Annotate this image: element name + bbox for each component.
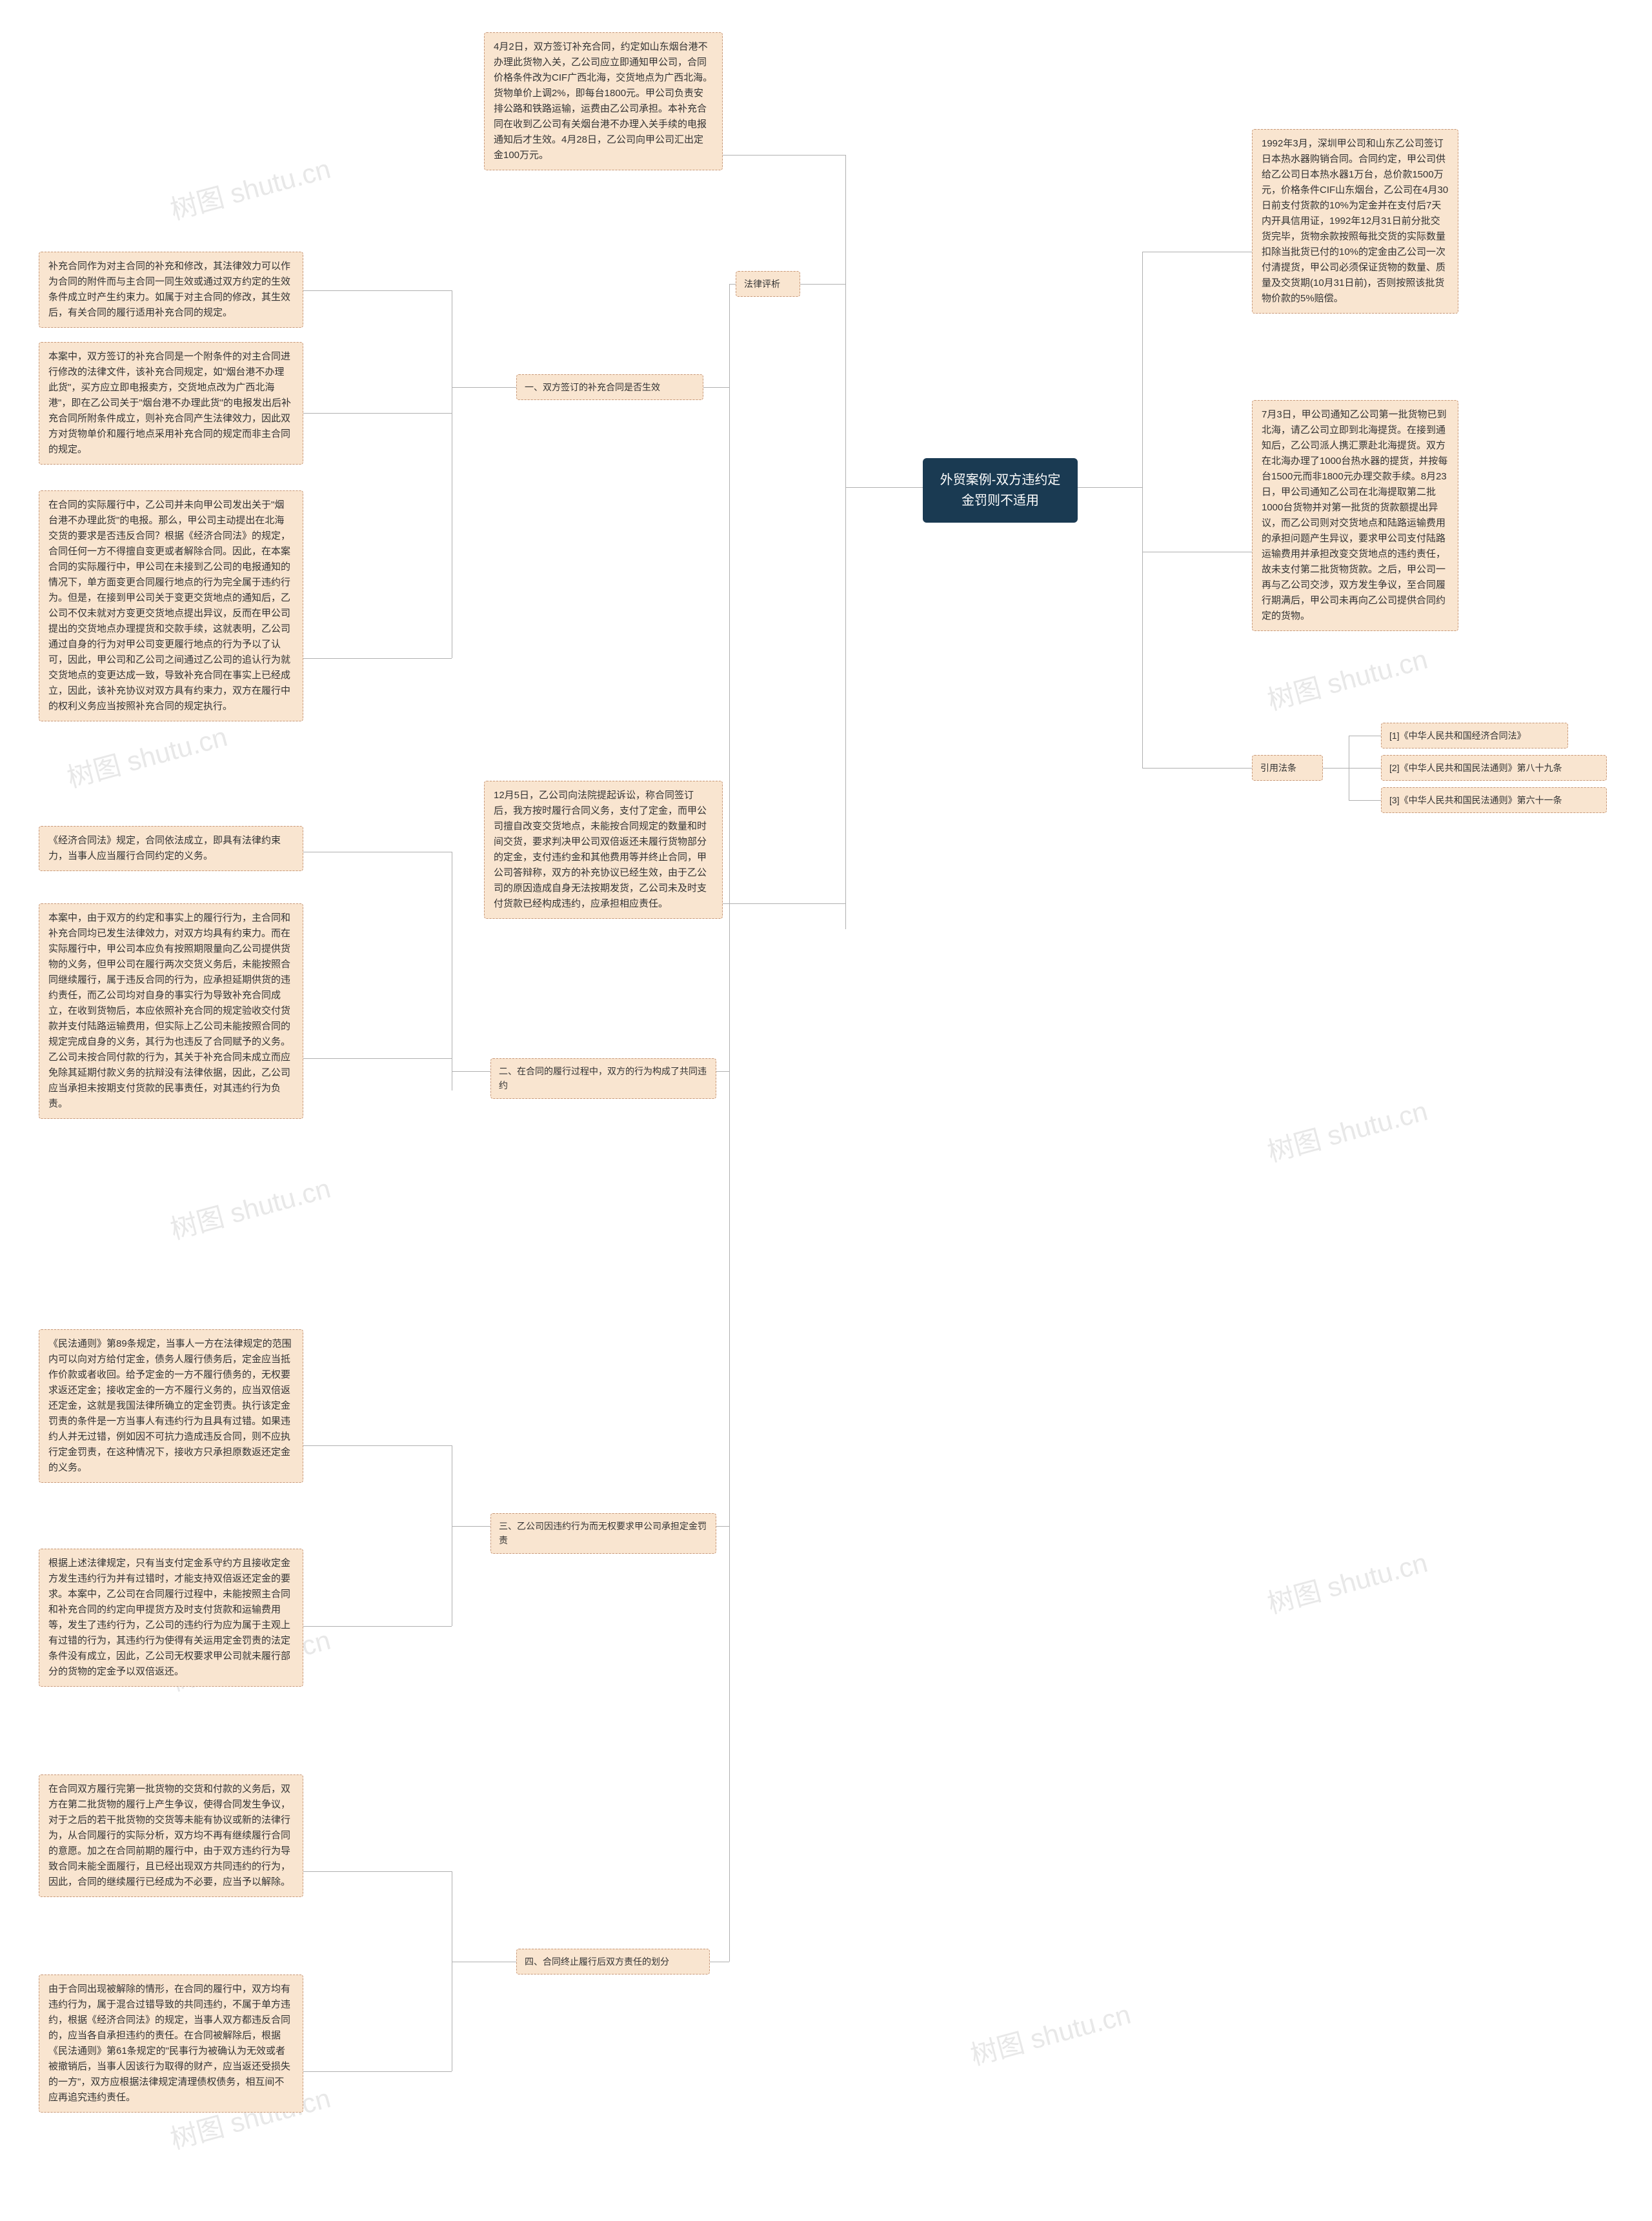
connector bbox=[303, 290, 452, 291]
watermark: 树图 shutu.cn bbox=[165, 1167, 334, 1247]
connector bbox=[716, 1071, 729, 1072]
left-n4: 《经济合同法》规定，合同依法成立，即具有法律约束力，当事人应当履行合同约定的义务… bbox=[39, 826, 303, 871]
connector bbox=[303, 1871, 452, 1872]
left-n9: 由于合同出现被解除的情形，在合同的履行中，双方均有违约行为，属于混合过错导致的共… bbox=[39, 1975, 303, 2113]
connector bbox=[716, 1526, 729, 1527]
left-n8: 在合同双方履行完第一批货物的交货和付款的义务后，双方在第二批货物的履行上产生争议… bbox=[39, 1774, 303, 1897]
connector bbox=[845, 487, 923, 488]
mid-dec-5: 12月5日，乙公司向法院提起诉讼，称合同签订后，我方按时履行合同义务，支付了定金… bbox=[484, 781, 723, 919]
connector bbox=[452, 1526, 490, 1527]
connector bbox=[303, 413, 452, 414]
connector bbox=[303, 658, 452, 659]
connector bbox=[723, 903, 845, 904]
connector bbox=[800, 284, 845, 285]
connector bbox=[1323, 768, 1349, 769]
section-1-label: 一、双方签订的补充合同是否生效 bbox=[516, 374, 703, 400]
left-n2: 本案中，双方签订的补充合同是一个附条件的对主合同进行修改的法律文件，该补充合同规… bbox=[39, 342, 303, 465]
watermark: 树图 shutu.cn bbox=[165, 147, 334, 228]
left-n5: 本案中，由于双方的约定和事实上的履行行为，主合同和补充合同均已发生法律效力，对双… bbox=[39, 903, 303, 1119]
connector bbox=[1349, 768, 1381, 769]
connector bbox=[452, 387, 516, 388]
connector bbox=[723, 155, 845, 156]
citation-3: [3]《中华人民共和国民法通则》第六十一条 bbox=[1381, 787, 1607, 813]
left-n1: 补充合同作为对主合同的补充和修改，其法律效力可以作为合同的附件而与主合同一同生效… bbox=[39, 252, 303, 328]
watermark: 树图 shutu.cn bbox=[62, 715, 231, 796]
left-n3: 在合同的实际履行中，乙公司并未向甲公司发出关于"烟台港不办理此货"的电报。那么，… bbox=[39, 490, 303, 721]
connector bbox=[729, 284, 736, 285]
connector bbox=[1142, 252, 1143, 768]
citations-label: 引用法条 bbox=[1252, 755, 1323, 781]
connector bbox=[729, 284, 730, 1962]
connector bbox=[452, 1071, 490, 1072]
connector bbox=[303, 2071, 452, 2072]
connector bbox=[303, 1058, 452, 1059]
connector bbox=[845, 155, 846, 929]
watermark: 树图 shutu.cn bbox=[1262, 1089, 1431, 1170]
mid-april-2: 4月2日，双方签订补充合同，约定如山东烟台港不办理此货物入关，乙公司应立即通知甲… bbox=[484, 32, 723, 170]
section-3-label: 三、乙公司因违约行为而无权要求甲公司承担定金罚责 bbox=[490, 1513, 716, 1554]
legal-analysis-label: 法律评析 bbox=[736, 271, 800, 297]
connector bbox=[303, 1445, 452, 1446]
watermark: 树图 shutu.cn bbox=[1262, 1541, 1431, 1622]
connector bbox=[703, 387, 729, 388]
connector bbox=[1142, 768, 1252, 769]
section-2-label: 二、在合同的履行过程中，双方的行为构成了共同违约 bbox=[490, 1058, 716, 1099]
watermark: 树图 shutu.cn bbox=[1262, 638, 1431, 718]
right-intro-1992: 1992年3月，深圳甲公司和山东乙公司签订日本热水器购销合同。合同约定，甲公司供… bbox=[1252, 129, 1458, 314]
left-n6: 《民法通则》第89条规定，当事人一方在法律规定的范围内可以向对方给付定金，债务人… bbox=[39, 1329, 303, 1483]
left-n7: 根据上述法律规定，只有当支付定金系守约方且接收定金方发生违约行为并有过错时，才能… bbox=[39, 1549, 303, 1687]
connector bbox=[303, 1626, 452, 1627]
center-node: 外贸案例-双方违约定金罚则不适用 bbox=[923, 458, 1078, 523]
watermark: 树图 shutu.cn bbox=[965, 1993, 1134, 2073]
connector bbox=[1078, 487, 1142, 488]
citation-2: [2]《中华人民共和国民法通则》第八十九条 bbox=[1381, 755, 1607, 781]
right-intro-july: 7月3日，甲公司通知乙公司第一批货物已到北海，请乙公司立即到北海提货。在接到通知… bbox=[1252, 400, 1458, 631]
section-4-label: 四、合同终止履行后双方责任的划分 bbox=[516, 1949, 710, 1975]
citation-1: [1]《中华人民共和国经济合同法》 bbox=[1381, 723, 1568, 749]
connector bbox=[1349, 800, 1381, 801]
